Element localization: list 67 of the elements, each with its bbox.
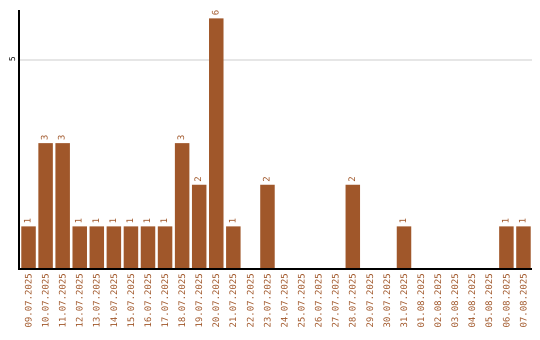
x-tick-label: 14.07.2025 bbox=[110, 273, 120, 328]
x-tick-label: 07.08.2025 bbox=[519, 273, 530, 328]
bar bbox=[260, 184, 275, 268]
x-tick-label: 25.07.2025 bbox=[298, 273, 308, 328]
data-label: 6 bbox=[211, 10, 222, 16]
y-tick-label: 5 bbox=[8, 56, 18, 62]
bar bbox=[140, 226, 156, 268]
x-tick-label: 17.07.2025 bbox=[160, 273, 171, 328]
x-tick-label: 29.07.2025 bbox=[366, 273, 376, 328]
bar bbox=[38, 143, 53, 268]
x-tick-label: 18.07.2025 bbox=[178, 273, 188, 328]
x-tick-label: 30.07.2025 bbox=[382, 273, 393, 328]
data-label: 1 bbox=[228, 218, 238, 224]
bar bbox=[21, 226, 36, 268]
data-label: 3 bbox=[58, 134, 68, 140]
bar bbox=[499, 226, 514, 268]
x-tick-label: 02.08.2025 bbox=[434, 273, 444, 328]
data-label: 1 bbox=[92, 218, 102, 224]
data-label: 1 bbox=[160, 218, 170, 224]
x-tick-label: 19.07.2025 bbox=[195, 273, 206, 328]
data-label: 3 bbox=[40, 134, 51, 140]
x-tick-label: 21.07.2025 bbox=[229, 273, 240, 328]
bar bbox=[72, 226, 87, 268]
bar bbox=[158, 226, 172, 268]
data-label: 2 bbox=[262, 176, 272, 182]
bar bbox=[55, 143, 70, 268]
bar bbox=[226, 226, 241, 268]
bar bbox=[90, 226, 104, 268]
x-tick-label: 01.08.2025 bbox=[416, 273, 427, 328]
x-tick-label: 13.07.2025 bbox=[92, 273, 103, 328]
data-label: 1 bbox=[518, 218, 528, 224]
data-label: 1 bbox=[126, 218, 136, 224]
bar bbox=[192, 184, 206, 268]
x-tick-label: 06.08.2025 bbox=[502, 273, 512, 328]
data-label: 1 bbox=[74, 218, 85, 224]
x-tick-label: 27.07.2025 bbox=[332, 273, 342, 328]
x-tick-label: 28.07.2025 bbox=[348, 273, 359, 328]
x-tick-label: 03.08.2025 bbox=[451, 273, 462, 328]
bar bbox=[124, 226, 138, 268]
bar bbox=[346, 184, 360, 268]
data-label: 1 bbox=[108, 218, 119, 224]
bar bbox=[516, 226, 531, 268]
x-tick-label: 16.07.2025 bbox=[144, 273, 154, 328]
x-tick-label: 12.07.2025 bbox=[76, 273, 86, 328]
data-label: 2 bbox=[194, 176, 204, 182]
data-label: 1 bbox=[501, 218, 512, 224]
bar bbox=[209, 18, 224, 268]
data-label: 3 bbox=[177, 134, 188, 140]
bar bbox=[106, 226, 122, 268]
x-tick-label: 11.07.2025 bbox=[58, 273, 69, 328]
x-tick-label: 22.07.2025 bbox=[246, 273, 256, 328]
bar bbox=[396, 226, 412, 268]
x-tick-label: 24.07.2025 bbox=[280, 273, 290, 328]
x-tick-label: 31.07.2025 bbox=[400, 273, 410, 328]
data-label: 1 bbox=[24, 218, 34, 224]
x-tick-label: 10.07.2025 bbox=[42, 273, 52, 328]
data-label: 1 bbox=[143, 218, 153, 224]
x-tick-label: 05.08.2025 bbox=[485, 273, 496, 328]
x-tick-label: 23.07.2025 bbox=[263, 273, 274, 328]
x-tick-label: 26.07.2025 bbox=[314, 273, 325, 328]
data-label: 2 bbox=[348, 176, 358, 182]
x-tick-label: 09.07.2025 bbox=[24, 273, 34, 328]
x-tick-label: 15.07.2025 bbox=[126, 273, 137, 328]
x-tick-label: 04.08.2025 bbox=[468, 273, 478, 328]
bar bbox=[174, 143, 190, 268]
x-tick-label: 20.07.2025 bbox=[212, 273, 222, 328]
data-label: 1 bbox=[399, 218, 409, 224]
